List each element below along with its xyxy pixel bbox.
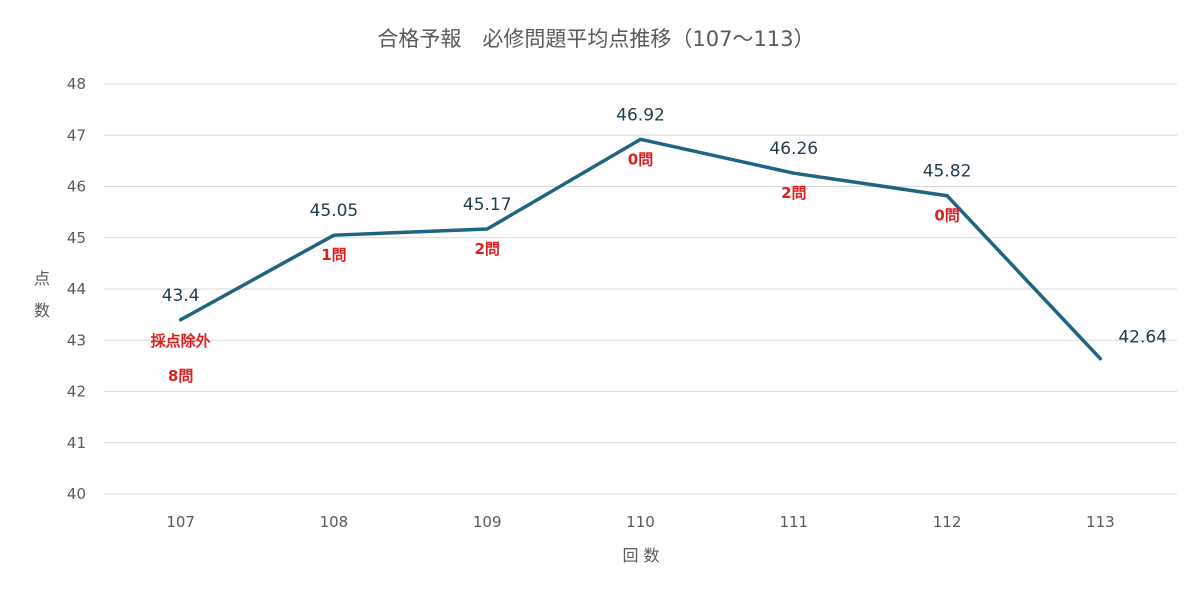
x-tick-label: 113 [1086, 513, 1115, 531]
y-axis-ticks: 40 41 42 43 44 45 46 47 48 [67, 75, 86, 503]
chart-title: 合格予報 必修問題平均点推移（107〜113） [377, 27, 814, 51]
y-axis-title: 点数 [34, 269, 50, 320]
annotation-label: 2問 [781, 184, 806, 202]
data-label: 46.92 [616, 105, 665, 125]
y-tick-label: 41 [67, 434, 86, 452]
data-label: 45.82 [923, 162, 972, 182]
annotation-label: 2問 [474, 240, 499, 258]
data-label: 42.64 [1118, 328, 1167, 348]
x-tick-label: 112 [933, 513, 962, 531]
y-tick-label: 45 [67, 229, 86, 247]
data-labels: 43.4 45.05 45.17 46.92 46.26 45.82 42.64 [162, 105, 1167, 347]
x-tick-label: 111 [779, 513, 808, 531]
annotation-label: 8問 [168, 367, 193, 385]
annotation-label: 採点除外 [151, 332, 211, 350]
annotation-label: 0問 [934, 207, 959, 225]
data-label: 43.4 [162, 286, 200, 306]
y-tick-label: 40 [67, 485, 86, 503]
y-tick-label: 42 [67, 383, 86, 401]
annotation-label: 0問 [628, 150, 653, 168]
x-tick-label: 109 [473, 513, 502, 531]
x-tick-label: 107 [166, 513, 195, 531]
x-tick-label: 110 [626, 513, 655, 531]
gridlines [104, 83, 1177, 495]
data-label: 46.26 [769, 139, 818, 159]
data-label: 45.05 [310, 201, 359, 221]
y-tick-label: 43 [67, 331, 86, 349]
y-tick-label: 44 [67, 280, 86, 298]
series-line-layer [178, 137, 1103, 361]
y-tick-label: 46 [67, 178, 86, 196]
y-axis-title: 点数 [34, 269, 50, 320]
y-tick-label: 47 [67, 126, 86, 144]
annotations: 採点除外 8問 1問 2問 0問 2問 0問 [151, 150, 960, 384]
x-axis-ticks: 107 108 109 110 111 112 113 [166, 513, 1114, 531]
series-line [178, 137, 1103, 361]
data-label: 45.17 [463, 195, 512, 215]
x-axis-title: 回 数 [622, 546, 659, 565]
annotation-label: 1問 [321, 246, 346, 264]
x-tick-label: 108 [320, 513, 349, 531]
y-tick-label: 48 [67, 75, 86, 93]
